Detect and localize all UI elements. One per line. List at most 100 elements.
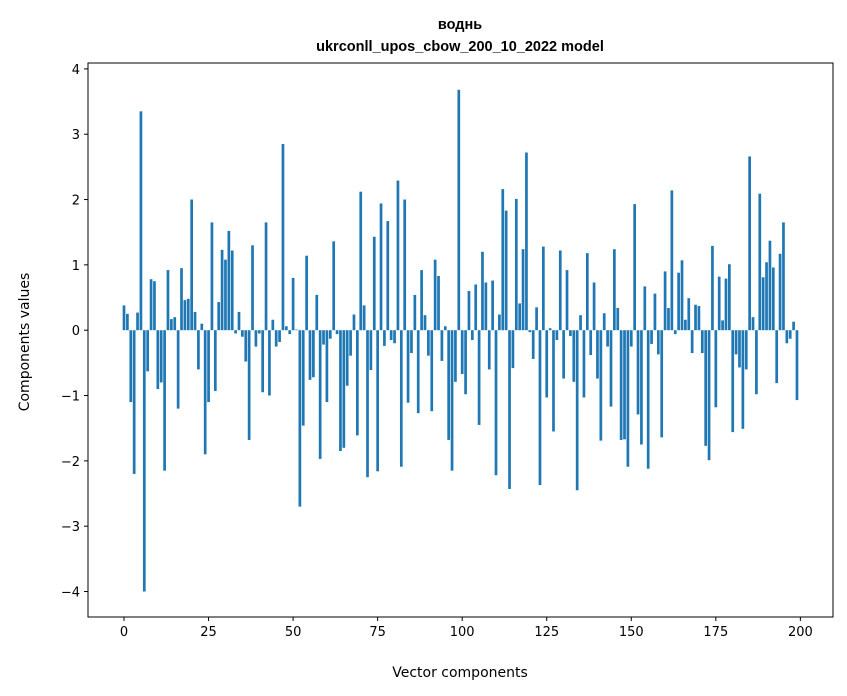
bar-88 xyxy=(420,270,423,331)
bar-52 xyxy=(298,330,302,507)
bar-146 xyxy=(616,307,620,331)
bar-75 xyxy=(376,330,379,472)
bar-29 xyxy=(220,249,224,331)
bar-128 xyxy=(555,330,559,340)
bar-69 xyxy=(356,330,359,436)
bar-134 xyxy=(575,330,579,491)
bar-196 xyxy=(785,330,789,344)
bar-47 xyxy=(281,144,285,331)
bar-54 xyxy=(305,255,308,331)
bar-176 xyxy=(717,276,721,331)
bar-172 xyxy=(704,330,708,446)
bar-152 xyxy=(636,330,640,415)
bar-173 xyxy=(707,330,711,461)
bar-81 xyxy=(396,180,400,331)
bar-85 xyxy=(410,330,413,354)
bar-24 xyxy=(203,330,207,455)
y-tick-label: −4 xyxy=(61,586,80,601)
bar-154 xyxy=(643,286,647,331)
bar-178 xyxy=(724,278,728,331)
bar-64 xyxy=(339,330,342,452)
bar-169 xyxy=(694,304,697,331)
bar-36 xyxy=(244,330,248,362)
bar-164 xyxy=(677,272,680,331)
bar-48 xyxy=(284,326,288,331)
bar-187 xyxy=(755,330,758,395)
x-tick-label: 100 xyxy=(450,625,475,640)
bar-126 xyxy=(548,328,552,331)
bar-195 xyxy=(782,222,785,331)
bar-158 xyxy=(656,330,660,355)
x-tick-label: 150 xyxy=(619,625,644,640)
bar-3 xyxy=(132,330,136,474)
bar-53 xyxy=(301,330,305,426)
bar-17 xyxy=(180,268,183,331)
bar-100 xyxy=(460,330,464,374)
bar-127 xyxy=(552,330,555,432)
bar-15 xyxy=(173,317,177,331)
bar-90 xyxy=(427,330,430,356)
y-tick-label: 3 xyxy=(72,128,80,143)
bar-32 xyxy=(230,250,234,331)
bar-119 xyxy=(525,152,528,331)
x-axis-ticks: 0 25 50 75 100 125 150 175 200 xyxy=(120,617,813,640)
bar-74 xyxy=(372,236,376,331)
chart-title-line2: ukrconll_upos_cbow_200_10_2022 model xyxy=(316,39,604,55)
bar-25 xyxy=(207,330,210,403)
bar-189 xyxy=(761,277,765,331)
y-axis-ticks: −4 −3 −2 −1 0 1 2 3 4 xyxy=(61,63,88,601)
bar-68 xyxy=(352,314,356,331)
bar-177 xyxy=(721,320,724,331)
bar-104 xyxy=(474,284,478,331)
bar-180 xyxy=(731,330,735,433)
bar-40 xyxy=(257,330,261,334)
bar-96 xyxy=(447,330,451,440)
bar-59 xyxy=(322,330,325,345)
bar-183 xyxy=(741,330,745,429)
bar-99 xyxy=(457,89,461,331)
bar-20 xyxy=(190,199,194,331)
bar-133 xyxy=(572,330,576,382)
chart-title-line1: воднь xyxy=(438,17,482,33)
bar-79 xyxy=(389,330,393,340)
bar-66 xyxy=(345,330,349,386)
bar-39 xyxy=(254,330,258,347)
x-tick-label: 0 xyxy=(120,625,128,640)
bar-161 xyxy=(667,307,670,331)
bar-129 xyxy=(558,250,562,331)
bar-181 xyxy=(734,330,738,355)
x-tick-label: 200 xyxy=(788,625,813,640)
bar-76 xyxy=(379,203,383,331)
bar-37 xyxy=(247,330,251,440)
bar-123 xyxy=(538,330,542,486)
bar-135 xyxy=(579,315,582,331)
bar-86 xyxy=(413,294,417,331)
bar-149 xyxy=(626,330,630,467)
plot-frame xyxy=(87,62,834,618)
bar-124 xyxy=(542,246,545,331)
bar-185 xyxy=(748,156,751,331)
bar-186 xyxy=(751,317,755,331)
bar-1 xyxy=(126,313,129,331)
bar-95 xyxy=(443,326,447,331)
bar-46 xyxy=(278,330,281,342)
bar-107 xyxy=(484,282,488,331)
bar-101 xyxy=(464,330,467,395)
bar-8 xyxy=(149,279,153,331)
bar-102 xyxy=(467,291,471,331)
bar-80 xyxy=(393,330,396,344)
bar-137 xyxy=(585,253,589,331)
y-axis-label: Components values xyxy=(17,273,33,412)
bar-58 xyxy=(318,330,322,459)
bar-140 xyxy=(596,330,599,379)
bar-82 xyxy=(399,330,403,467)
bar-4 xyxy=(136,312,139,331)
bar-9 xyxy=(153,281,156,331)
bar-198 xyxy=(792,321,795,331)
bar-89 xyxy=(423,315,427,331)
bars-group xyxy=(122,89,799,592)
bar-144 xyxy=(609,330,613,407)
bar-188 xyxy=(758,193,762,331)
x-axis-label: Vector components xyxy=(392,665,528,681)
bar-6 xyxy=(142,330,146,592)
